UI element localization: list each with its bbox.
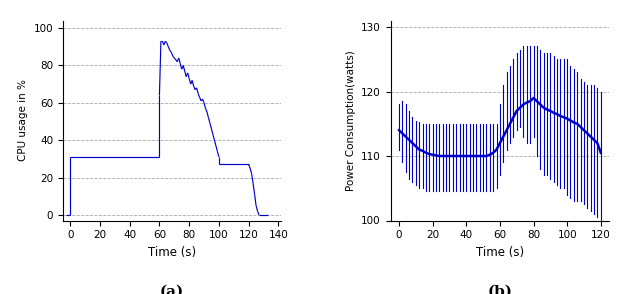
Text: (a): (a) [160,285,184,294]
X-axis label: Time (s): Time (s) [476,246,524,259]
Text: (b): (b) [487,285,512,294]
Y-axis label: CPU usage in %: CPU usage in % [18,80,28,161]
X-axis label: Time (s): Time (s) [148,246,196,259]
Y-axis label: Power Consumption(watts): Power Consumption(watts) [345,50,355,191]
